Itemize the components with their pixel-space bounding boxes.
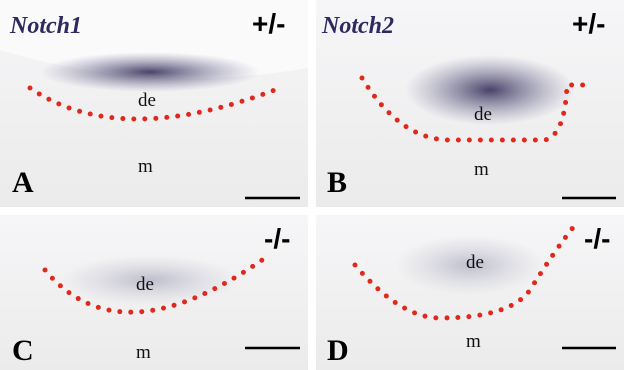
figure: Notch1 +/- de m A Notch2 +/- de m B -/- … [0,0,624,370]
panel-letter: D [327,334,349,367]
panel-c: -/- de m C [0,215,308,370]
panel-a: Notch1 +/- de m A [0,0,308,207]
panel-letter: B [327,166,347,199]
region-label: de [466,252,484,273]
region-label: m [138,156,153,177]
panel-letter: A [12,166,34,199]
genotype-label: -/- [584,223,610,254]
genotype-label: +/- [572,8,605,39]
panel-d: -/- de m D [316,215,624,370]
genotype-label: +/- [252,8,285,39]
region-label: m [466,331,481,352]
panel-b: Notch2 +/- de m B [316,0,624,207]
region-label: de [136,274,154,295]
gene-label: Notch2 [321,13,394,39]
genotype-label: -/- [264,223,290,254]
gene-label: Notch1 [9,13,82,39]
stain [40,52,260,92]
page: Notch1 +/- de m A Notch2 +/- de m B -/- … [0,0,624,370]
panel-letter: C [12,334,34,367]
region-label: m [474,159,489,180]
region-label: de [138,90,156,111]
region-label: m [136,342,151,363]
region-label: de [474,104,492,125]
